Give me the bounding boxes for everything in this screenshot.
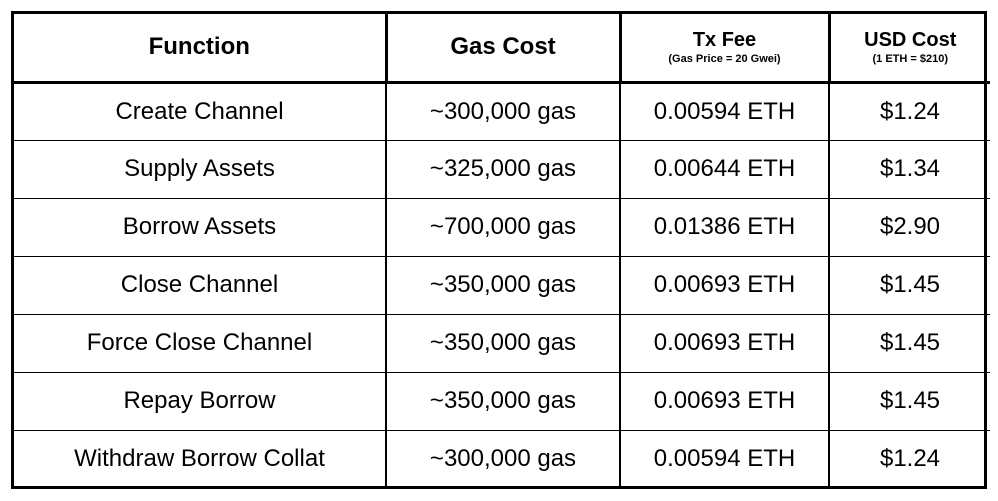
cell-tx-fee: 0.00693 ETH [620, 256, 830, 315]
cell-function: Create Channel [14, 82, 387, 141]
table-row: Force Close Channel ~350,000 gas 0.00693… [14, 314, 990, 373]
cell-usd-cost: $1.45 [829, 314, 990, 373]
cell-tx-fee: 0.00693 ETH [620, 372, 830, 431]
cell-function: Force Close Channel [14, 314, 387, 373]
cell-usd-cost: $1.24 [829, 82, 990, 141]
cell-usd-cost: $1.45 [829, 372, 990, 431]
header-tx-fee-subtitle: (Gas Price = 20 Gwei) [668, 52, 781, 65]
cell-gas-cost: ~325,000 gas [386, 140, 621, 199]
gas-cost-table-frame: Function Gas Cost Tx Fee (Gas Price = 20… [11, 11, 990, 489]
gas-cost-table: Function Gas Cost Tx Fee (Gas Price = 20… [14, 14, 990, 488]
header-function-title: Function [148, 33, 250, 61]
header-function: Function [14, 14, 388, 84]
cell-function: Withdraw Borrow Collat [14, 430, 387, 488]
cell-usd-cost: $1.24 [879, 445, 941, 473]
header-usd-cost: USD Cost (1 ETH = $210) [829, 14, 990, 84]
table-row: Repay Borrow ~350,000 gas 0.00693 ETH $1… [14, 372, 990, 431]
cell-gas-cost: ~350,000 gas [386, 256, 621, 315]
cell-function: Borrow Assets [14, 198, 387, 257]
cell-usd-cost: $1.34 [829, 140, 990, 199]
cell-function: Supply Assets [14, 140, 387, 199]
cell-usd-cost: $2.90 [829, 198, 990, 257]
table-row: Withdraw Borrow Collat ~300,000 gas 0.00… [14, 430, 990, 488]
cell-gas-cost: ~300,000 gas [386, 430, 621, 488]
header-usd-cost-subtitle: (1 ETH = $210) [872, 52, 948, 65]
cell-gas-cost: ~350,000 gas [386, 314, 621, 373]
cell-tx-fee: 0.01386 ETH [620, 198, 830, 257]
cell-function: Repay Borrow [14, 372, 387, 431]
cell-gas-cost: ~300,000 gas [386, 82, 621, 141]
cell-tx-fee: 0.00594 ETH [620, 82, 830, 141]
cell-gas-cost: ~700,000 gas [386, 198, 621, 257]
cell-function: Close Channel [14, 256, 387, 315]
header-tx-fee: Tx Fee (Gas Price = 20 Gwei) [620, 14, 831, 84]
header-gas-cost-title: Gas Cost [450, 33, 556, 61]
header-usd-cost-title: USD Cost [864, 28, 957, 51]
cell-tx-fee: 0.00644 ETH [620, 140, 830, 199]
table-header: Function Gas Cost Tx Fee (Gas Price = 20… [14, 14, 990, 84]
header-row: Function Gas Cost Tx Fee (Gas Price = 20… [14, 14, 990, 84]
cell-usd-cost: $1.45 [829, 256, 990, 315]
table-row: Supply Assets ~325,000 gas 0.00644 ETH $… [14, 140, 990, 199]
cell-tx-fee: 0.00693 ETH [620, 314, 830, 373]
cell-gas-cost: ~350,000 gas [386, 372, 621, 431]
table-row: Create Channel ~300,000 gas 0.00594 ETH … [14, 82, 990, 141]
cell-tx-fee: 0.00594 ETH [620, 430, 830, 488]
table-body: Create Channel ~300,000 gas 0.00594 ETH … [14, 82, 990, 488]
header-gas-cost: Gas Cost [386, 14, 622, 84]
header-tx-fee-title: Tx Fee [692, 28, 757, 51]
table-row: Borrow Assets ~700,000 gas 0.01386 ETH $… [14, 198, 990, 257]
table-row: Close Channel ~350,000 gas 0.00693 ETH $… [14, 256, 990, 315]
